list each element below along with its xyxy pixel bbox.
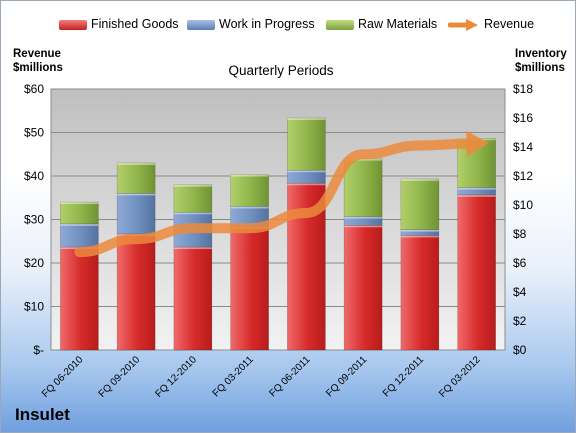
left-tick-label-3: $30 bbox=[24, 213, 44, 227]
left-axis-title: Revenue $millions bbox=[13, 47, 63, 75]
x-tick-label-5: FQ 09-2011 bbox=[324, 354, 369, 399]
bar-highlight-finished-goods-7 bbox=[457, 194, 496, 197]
left-tick-label-1: $10 bbox=[24, 300, 44, 314]
legend-item-work-in-progress: Work in Progress bbox=[187, 17, 315, 31]
revenue-line bbox=[74, 138, 472, 258]
right-tick-label-7: $14 bbox=[513, 140, 533, 154]
bar-highlight-work-in-progress-1 bbox=[117, 193, 156, 196]
right-tick-label-6: $12 bbox=[513, 169, 533, 183]
bar-highlight-finished-goods-2 bbox=[173, 247, 212, 250]
bar-finished-goods-0 bbox=[60, 246, 99, 351]
bar-finished-goods-1 bbox=[116, 233, 156, 351]
bar-highlight-raw-materials-1 bbox=[117, 162, 156, 165]
right-tick-label-4: $8 bbox=[513, 227, 527, 241]
left-tick-label-0: $- bbox=[33, 343, 44, 357]
bar-finished-goods-6 bbox=[400, 235, 440, 351]
right-tick-label-0: $0 bbox=[513, 343, 527, 357]
legend-label-revenue: Revenue bbox=[484, 17, 535, 31]
legend-swatch-finished-goods bbox=[59, 20, 87, 30]
bar-finished-goods-2 bbox=[173, 246, 213, 351]
bar-highlight-raw-materials-2 bbox=[173, 184, 212, 187]
bar-finished-goods-3 bbox=[230, 226, 269, 351]
legend-label-raw-materials: Raw Materials bbox=[358, 17, 438, 31]
bar-raw-materials-6 bbox=[400, 178, 440, 230]
left-axis-title-line2: $millions bbox=[13, 62, 63, 74]
right-tick-label-5: $10 bbox=[513, 198, 533, 212]
revenue-arrowhead bbox=[466, 130, 489, 157]
legend-item-raw-materials: Raw Materials bbox=[326, 17, 437, 31]
bar-highlight-raw-materials-0 bbox=[60, 202, 99, 205]
right-axis-title-line1: Inventory bbox=[515, 48, 567, 60]
left-tick-label-6: $60 bbox=[24, 82, 44, 96]
bar-highlight-raw-materials-5 bbox=[344, 158, 383, 161]
x-tick-label-1: FQ 09-2010 bbox=[97, 354, 143, 400]
bar-highlight-raw-materials-4 bbox=[287, 118, 326, 120]
bar-work-in-progress-0 bbox=[60, 223, 99, 248]
bar-highlight-work-in-progress-2 bbox=[173, 212, 212, 215]
legend-label-work-in-progress: Work in Progress bbox=[219, 17, 315, 31]
legend-swatch-work-in-progress bbox=[187, 20, 215, 30]
right-axis-title-line2: $millions bbox=[515, 62, 565, 74]
right-tick-label-8: $16 bbox=[513, 111, 533, 125]
bar-highlight-raw-materials-3 bbox=[230, 174, 269, 177]
right-tick-label-3: $6 bbox=[513, 256, 527, 270]
right-tick-label-2: $4 bbox=[513, 285, 527, 299]
bar-finished-goods-7 bbox=[457, 194, 496, 351]
bar-raw-materials-3 bbox=[230, 174, 269, 207]
bar-highlight-finished-goods-4 bbox=[287, 183, 326, 186]
x-tick-label-4: FQ 06-2011 bbox=[268, 354, 313, 399]
x-tick-label-3: FQ 03-2011 bbox=[211, 354, 256, 399]
bar-finished-goods-5 bbox=[343, 225, 383, 351]
legend: Finished Goods Work in Progress Raw Mate… bbox=[1, 17, 575, 33]
bar-highlight-finished-goods-5 bbox=[344, 225, 383, 228]
x-tick-label-7: FQ 03-2012 bbox=[437, 354, 483, 400]
legend-item-finished-goods: Finished Goods bbox=[59, 17, 179, 31]
bar-highlight-work-in-progress-7 bbox=[457, 187, 496, 190]
bar-highlight-work-in-progress-0 bbox=[60, 223, 99, 226]
right-tick-label-9: $18 bbox=[513, 82, 533, 96]
legend-arrow-revenue bbox=[448, 19, 478, 31]
bar-highlight-work-in-progress-4 bbox=[287, 170, 326, 173]
bar-highlight-work-in-progress-3 bbox=[230, 206, 269, 209]
left-axis-title-line1: Revenue bbox=[13, 48, 61, 60]
left-tick-label-4: $40 bbox=[24, 169, 44, 183]
legend-swatch-raw-materials bbox=[326, 20, 354, 30]
legend-item-revenue: Revenue bbox=[448, 17, 534, 31]
company-name: Insulet bbox=[15, 405, 70, 424]
bar-highlight-work-in-progress-6 bbox=[400, 229, 439, 232]
bar-raw-materials-4 bbox=[287, 117, 326, 171]
bar-highlight-work-in-progress-5 bbox=[344, 216, 383, 219]
bar-raw-materials-0 bbox=[60, 201, 99, 225]
plot-title: Quarterly Periods bbox=[228, 63, 334, 78]
x-tick-label-6: FQ 12-2011 bbox=[381, 354, 426, 399]
bar-highlight-finished-goods-6 bbox=[400, 235, 439, 238]
left-tick-label-2: $20 bbox=[24, 256, 44, 270]
x-tick-label-0: FQ 06-2010 bbox=[40, 354, 86, 400]
bar-raw-materials-5 bbox=[343, 158, 383, 217]
left-tick-label-5: $50 bbox=[24, 126, 44, 140]
legend-label-finished-goods: Finished Goods bbox=[91, 17, 179, 31]
bar-work-in-progress-1 bbox=[116, 193, 156, 235]
bar-raw-materials-1 bbox=[116, 162, 156, 194]
right-axis-title: Inventory $millions bbox=[515, 47, 567, 75]
right-tick-label-1: $2 bbox=[513, 314, 527, 328]
x-tick-label-2: FQ 12-2010 bbox=[153, 354, 199, 400]
bar-highlight-raw-materials-6 bbox=[400, 178, 439, 181]
bar-raw-materials-2 bbox=[173, 184, 213, 213]
